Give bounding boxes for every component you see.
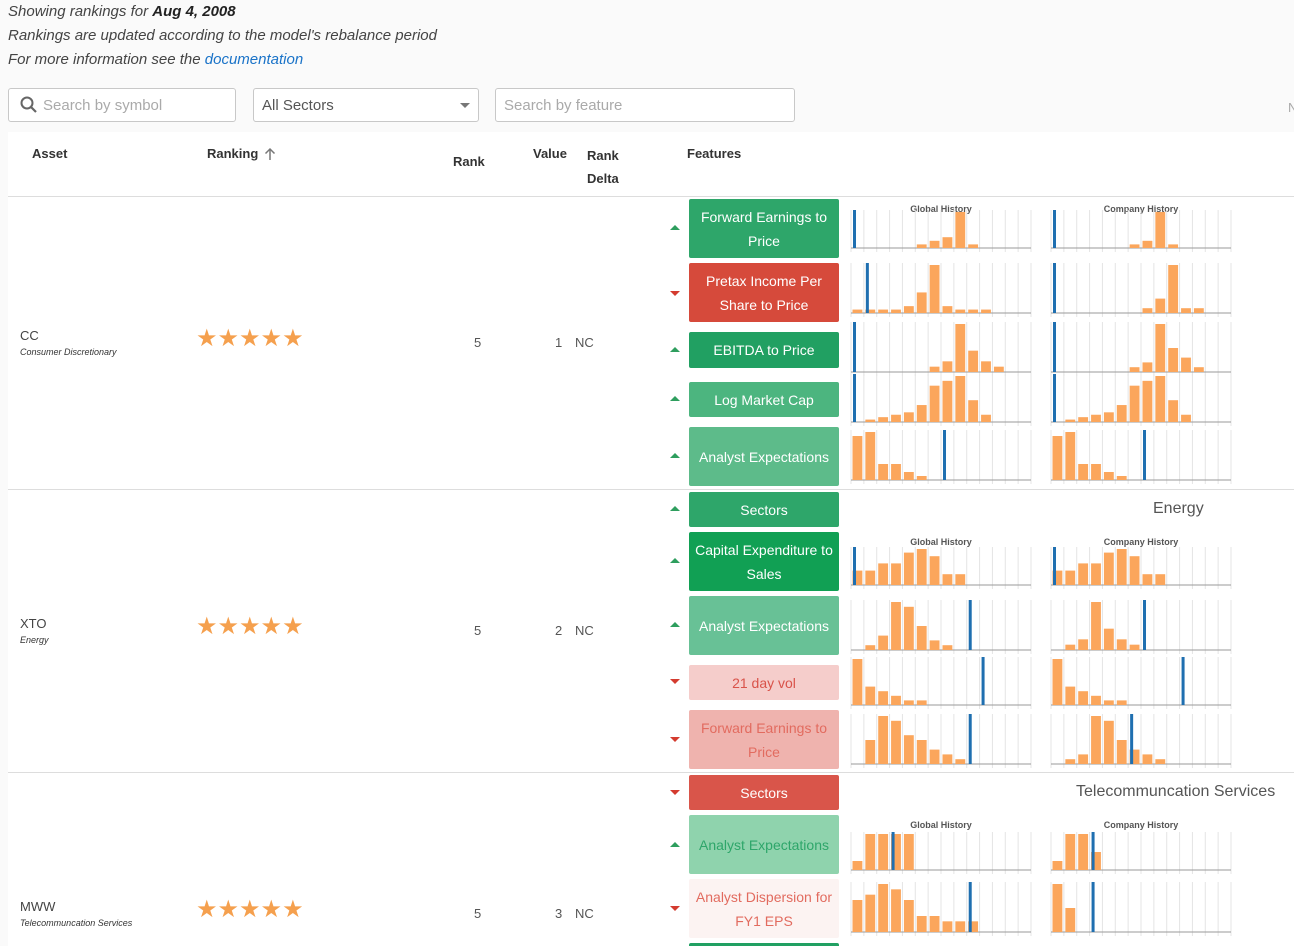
triangle-up-icon — [670, 622, 680, 627]
sector-select-value: All Sectors — [262, 96, 334, 114]
table-row[interactable]: XTO Energy ★★★★★ 5 2 NC Sectors Energy C… — [8, 490, 1294, 773]
asset-sector: Consumer Discretionary — [20, 347, 117, 357]
triangle-up-icon — [670, 347, 680, 352]
rankings-table: Asset Ranking Rank Value Rank Delta Feat… — [8, 132, 1294, 946]
showing-prefix: Showing rankings for — [8, 3, 153, 20]
company-history-title: Company History — [1103, 820, 1179, 830]
company-history-title: Company History — [1103, 537, 1179, 547]
feature-chip-partial[interactable] — [689, 943, 839, 946]
company-history-title: Company History — [1103, 204, 1179, 214]
triangle-up-icon — [670, 396, 680, 401]
feature-search-placeholder: Search by feature — [504, 96, 623, 114]
triangle-up-icon — [670, 225, 680, 230]
value-value: 2 — [555, 623, 563, 638]
triangle-up-icon — [670, 558, 680, 563]
table-header: Asset Ranking Rank Value Rank Delta Feat… — [8, 132, 1294, 197]
rank-delta-value: NC — [575, 623, 594, 638]
triangle-down-icon — [670, 906, 680, 911]
arrow-up-icon — [265, 147, 276, 160]
rank-value: 5 — [474, 623, 482, 638]
chevron-down-icon — [460, 103, 470, 108]
asset-cell: MWW Telecommuncation Services — [20, 899, 132, 928]
header-rank[interactable]: Rank — [453, 154, 485, 169]
sector-select[interactable]: All Sectors — [253, 88, 479, 122]
ranking-stars: ★★★★★ — [196, 325, 304, 352]
feature-chip[interactable]: Log Market Cap — [689, 382, 839, 417]
header-rank-delta-line1: Rank — [587, 148, 619, 163]
feature-chip[interactable]: Forward Earnings to Price — [689, 199, 839, 258]
sector-feature-value: Energy — [1153, 500, 1204, 517]
asset-sector: Energy — [20, 635, 49, 645]
asset-cell: CC Consumer Discretionary — [20, 328, 117, 357]
header-value[interactable]: Value — [533, 146, 567, 161]
rank-delta-value: NC — [575, 335, 594, 350]
asset-symbol[interactable]: MWW — [20, 899, 56, 914]
triangle-down-icon — [670, 679, 680, 684]
rank-delta-value: NC — [575, 906, 594, 921]
table-row[interactable]: MWW Telecommuncation Services ★★★★★ 5 3 … — [8, 773, 1294, 946]
global-history-title: Global History — [910, 820, 972, 830]
ranking-stars: ★★★★★ — [196, 896, 304, 923]
header-ranking-label: Ranking — [207, 146, 259, 161]
ranking-stars: ★★★★★ — [196, 613, 304, 640]
feature-chip[interactable]: Analyst Dispersion for FY1 EPS — [689, 879, 839, 938]
showing-rankings-text: Showing rankings for Aug 4, 2008 — [8, 0, 236, 24]
rank-value: 5 — [474, 906, 482, 921]
triangle-down-icon — [670, 737, 680, 742]
header-asset[interactable]: Asset — [32, 146, 68, 161]
feature-chip[interactable]: Sectors — [689, 492, 839, 527]
value-value: 1 — [555, 335, 563, 350]
header-features: Features — [687, 146, 742, 161]
asset-cell: XTO Energy — [20, 616, 49, 645]
symbol-search-placeholder: Search by symbol — [43, 96, 163, 114]
triangle-up-icon — [670, 506, 680, 511]
asset-sector: Telecommuncation Services — [20, 918, 133, 928]
feature-chip[interactable]: Capital Expenditure to Sales — [689, 532, 839, 591]
symbol-search-input[interactable]: Search by symbol — [8, 88, 236, 122]
feature-chip[interactable]: 21 day vol — [689, 665, 839, 700]
feature-chip[interactable]: Analyst Expectations — [689, 815, 839, 874]
feature-chip[interactable]: EBITDA to Price — [689, 332, 839, 368]
rebalance-text: Rankings are updated according to the mo… — [8, 27, 437, 44]
header-rank-delta[interactable]: Rank Delta — [587, 144, 619, 190]
feature-chip[interactable]: Analyst Expectations — [689, 427, 839, 486]
ranking-date: Aug 4, 2008 — [152, 3, 236, 20]
feature-chip[interactable]: Forward Earnings to Price — [689, 710, 839, 769]
feature-chip[interactable]: Analyst Expectations — [689, 596, 839, 655]
clipped-edge-glyph: N — [1288, 100, 1294, 115]
header-rank-delta-line2: Delta — [587, 171, 619, 186]
triangle-down-icon — [670, 291, 680, 296]
asset-symbol[interactable]: XTO — [20, 616, 47, 631]
table-row[interactable]: CC Consumer Discretionary ★★★★★ 5 1 NC F… — [8, 196, 1294, 490]
asset-symbol[interactable]: CC — [20, 328, 39, 343]
header-ranking[interactable]: Ranking — [207, 146, 277, 161]
feature-chip[interactable]: Sectors — [689, 775, 839, 810]
search-icon — [20, 96, 37, 113]
documentation-link[interactable]: documentation — [204, 51, 304, 68]
more-info-text: For more information see the documentati… — [8, 48, 303, 72]
triangle-down-icon — [670, 790, 680, 795]
global-history-title: Global History — [910, 204, 972, 214]
value-value: 3 — [555, 906, 563, 921]
feature-chip[interactable]: Pretax Income Per Share to Price — [689, 263, 839, 322]
sector-feature-value: Telecommuncation Services — [1076, 783, 1276, 800]
triangle-up-icon — [670, 842, 680, 847]
global-history-title: Global History — [910, 537, 972, 547]
triangle-up-icon — [670, 453, 680, 458]
rank-value: 5 — [474, 335, 482, 350]
feature-search-input[interactable]: Search by feature — [495, 88, 795, 122]
more-prefix: For more information see the — [8, 51, 205, 68]
